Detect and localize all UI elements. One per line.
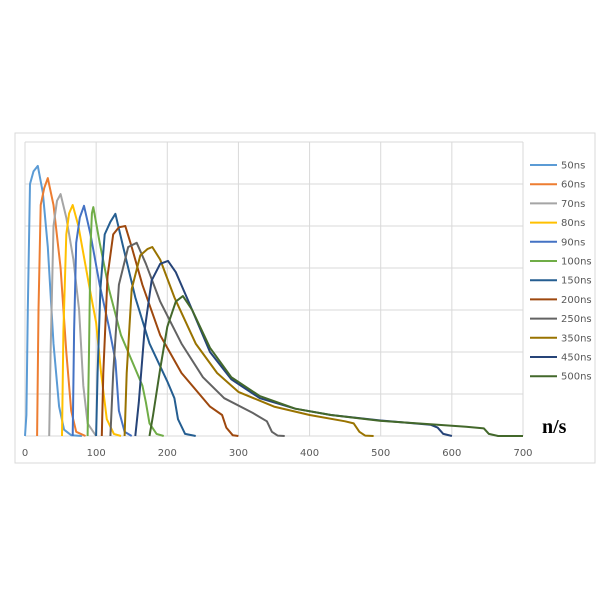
legend-label: 90ns	[561, 237, 585, 248]
series-line-250ns	[109, 241, 285, 437]
x-tick-label: 700	[513, 448, 532, 459]
legend-label: 70ns	[561, 199, 585, 210]
x-tick-label: 100	[87, 448, 106, 459]
x-tick-label: 200	[158, 448, 177, 459]
series-line-80ns	[61, 204, 122, 437]
x-axis-label: n/s	[542, 416, 567, 438]
legend-label: 150ns	[561, 276, 592, 287]
legend-label: 350ns	[561, 333, 592, 344]
series-line-200ns	[100, 225, 239, 437]
legend-label: 200ns	[561, 295, 592, 306]
series-line-350ns	[123, 246, 374, 437]
legend-label: 80ns	[561, 218, 585, 229]
legend-label: 500ns	[561, 372, 592, 383]
legend-label: 60ns	[561, 180, 585, 191]
x-tick-label: 0	[22, 448, 28, 459]
legend: 50ns 60ns 70ns 80ns 90ns 100ns 150ns 200ns 250ns…	[530, 161, 592, 383]
series-line-150ns	[95, 212, 196, 437]
series-line-70ns	[48, 193, 97, 437]
legend-label: 50ns	[561, 161, 585, 172]
legend-label: 250ns	[561, 314, 592, 325]
x-tick-label: 300	[229, 448, 248, 459]
legend-label: 450ns	[561, 353, 592, 364]
legend-label: 100ns	[561, 257, 592, 268]
gridlines	[24, 141, 524, 437]
x-tick-label: 400	[300, 448, 319, 459]
series-line-90ns	[71, 204, 133, 437]
x-tick-label: 500	[371, 448, 390, 459]
series-lines	[24, 164, 523, 437]
series-line-100ns	[86, 206, 164, 437]
series-line-500ns	[148, 295, 523, 437]
x-axis-ticks: 0 100 200 300 400 500 600 700	[22, 448, 533, 459]
x-tick-label: 600	[442, 448, 461, 459]
